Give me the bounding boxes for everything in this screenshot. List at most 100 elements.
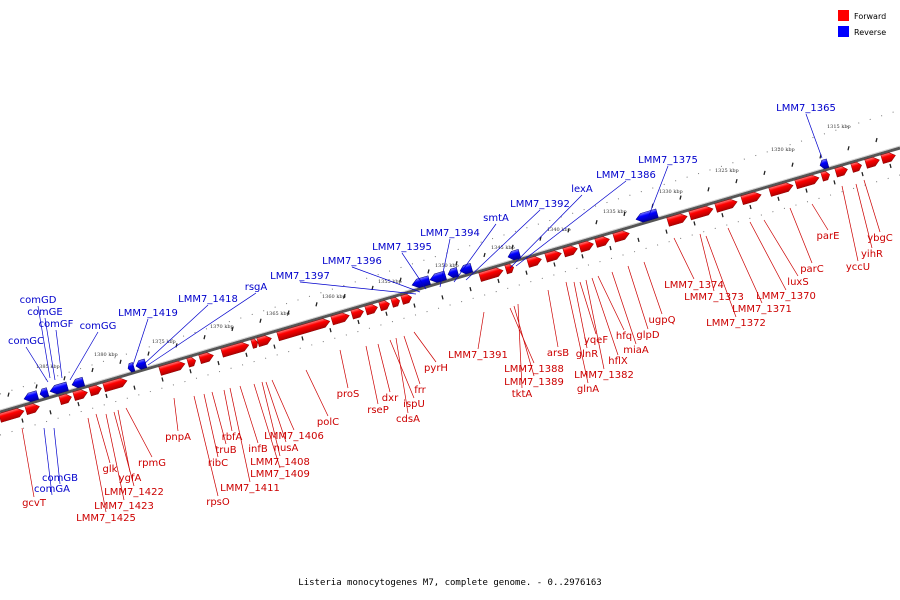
forward-gene-arrow[interactable]	[544, 249, 563, 263]
gene-label[interactable]: LMM7_1406	[264, 431, 324, 442]
forward-gene-arrow[interactable]	[72, 388, 89, 401]
gene-label[interactable]: yccU	[846, 262, 870, 273]
forward-gene-arrow[interactable]	[198, 351, 215, 364]
gene-label[interactable]: gcvT	[22, 498, 47, 509]
gene-label[interactable]: LMM7_1395	[372, 242, 432, 253]
gene-label[interactable]: yihR	[861, 249, 883, 260]
gene-label[interactable]: tktA	[512, 389, 533, 400]
gene-label[interactable]: LMM7_1422	[104, 487, 164, 498]
forward-gene-arrow[interactable]	[102, 376, 129, 393]
gene-label[interactable]: smtA	[483, 213, 509, 224]
gene-label[interactable]: arsB	[547, 348, 569, 359]
forward-gene-arrow[interactable]	[820, 170, 831, 182]
gene-label[interactable]: ugpQ	[649, 315, 676, 326]
forward-gene-arrow[interactable]	[562, 244, 579, 258]
gene-label[interactable]: LMM7_1370	[756, 291, 816, 302]
reverse-gene-arrow[interactable]	[819, 158, 830, 170]
reverse-gene-arrow[interactable]	[447, 267, 460, 279]
gene-label[interactable]: LMM7_1388	[504, 364, 564, 375]
gene-label[interactable]: LMM7_1382	[574, 370, 634, 381]
reverse-gene-arrow[interactable]	[39, 387, 50, 399]
gene-label[interactable]: rpmG	[138, 458, 166, 469]
forward-gene-arrow[interactable]	[578, 240, 595, 253]
forward-gene-arrow[interactable]	[186, 356, 197, 368]
gene-label[interactable]: LMM7_1373	[684, 292, 744, 303]
gene-label[interactable]: LMM7_1408	[250, 457, 310, 468]
gene-label[interactable]: LMM7_1411	[220, 483, 280, 494]
gene-label[interactable]: ybgC	[867, 233, 893, 244]
forward-gene-arrow[interactable]	[478, 266, 505, 282]
gene-label[interactable]: luxS	[787, 277, 808, 288]
gene-label[interactable]: comGB	[42, 473, 78, 484]
gene-label[interactable]: cdsA	[396, 414, 420, 425]
forward-gene-arrow[interactable]	[850, 161, 863, 173]
gene-label[interactable]: LMM7_1371	[732, 304, 792, 315]
forward-gene-arrow[interactable]	[740, 190, 763, 205]
gene-label[interactable]: LMM7_1397	[270, 271, 330, 282]
gene-label[interactable]: ribC	[208, 458, 228, 469]
gene-label[interactable]: LMM7_1365	[776, 103, 836, 114]
gene-label[interactable]: frr	[414, 385, 426, 396]
gene-label[interactable]: LMM7_1396	[322, 256, 382, 267]
gene-label[interactable]: parE	[817, 231, 840, 242]
gene-label[interactable]: comGF	[39, 319, 74, 330]
gene-label[interactable]: truB	[215, 445, 236, 456]
reverse-gene-arrow[interactable]	[71, 376, 86, 389]
forward-gene-arrow[interactable]	[714, 197, 739, 213]
gene-label[interactable]: polC	[317, 417, 339, 428]
gene-label[interactable]: hflX	[608, 356, 628, 367]
forward-gene-arrow[interactable]	[350, 307, 365, 320]
forward-gene-arrow[interactable]	[158, 359, 186, 376]
forward-gene-arrow[interactable]	[88, 384, 103, 397]
forward-gene-arrow[interactable]	[666, 212, 689, 227]
reverse-gene-arrow[interactable]	[49, 381, 69, 396]
forward-gene-arrow[interactable]	[400, 293, 413, 305]
forward-gene-arrow[interactable]	[794, 173, 821, 190]
gene-label[interactable]: pnpA	[165, 432, 191, 443]
forward-gene-arrow[interactable]	[864, 156, 881, 169]
gene-label[interactable]: rseP	[367, 405, 389, 416]
forward-gene-arrow[interactable]	[58, 393, 73, 406]
forward-gene-arrow[interactable]	[24, 402, 41, 416]
forward-gene-arrow[interactable]	[880, 151, 897, 164]
forward-gene-arrow[interactable]	[834, 165, 849, 178]
forward-gene-arrow[interactable]	[220, 341, 250, 358]
gene-label[interactable]: rsgA	[245, 282, 268, 293]
forward-gene-arrow[interactable]	[594, 235, 611, 248]
forward-gene-arrow[interactable]	[256, 334, 273, 347]
reverse-gene-arrow[interactable]	[507, 248, 522, 261]
gene-label[interactable]: comGA	[34, 484, 70, 495]
gene-label[interactable]: glnR	[576, 349, 598, 360]
gene-label[interactable]: LMM7_1375	[638, 155, 698, 166]
gene-label[interactable]: nusA	[274, 443, 299, 454]
gene-label[interactable]: LMM7_1374	[664, 280, 724, 291]
forward-gene-arrow[interactable]	[250, 338, 259, 349]
gene-label[interactable]: LMM7_1425	[76, 513, 136, 524]
gene-label[interactable]: LMM7_1389	[504, 377, 564, 388]
gene-label[interactable]: lexA	[571, 184, 593, 195]
forward-gene-arrow[interactable]	[526, 255, 543, 268]
gene-label[interactable]: glk	[103, 464, 118, 475]
gene-label[interactable]: ispU	[403, 399, 425, 410]
gene-label[interactable]: LMM7_1386	[596, 170, 656, 181]
gene-label[interactable]: hfq	[616, 331, 632, 342]
forward-gene-arrow[interactable]	[688, 205, 715, 221]
gene-label[interactable]: comGC	[8, 336, 44, 347]
reverse-gene-arrow[interactable]	[135, 358, 148, 370]
gene-label[interactable]: infB	[248, 444, 268, 455]
gene-label[interactable]: proS	[337, 389, 360, 400]
gene-label[interactable]: LMM7_1419	[118, 308, 178, 319]
gene-label[interactable]: LMM7_1392	[510, 199, 570, 210]
gene-label[interactable]: parC	[800, 264, 824, 275]
gene-label[interactable]: comGD	[20, 295, 57, 306]
gene-label[interactable]: LMM7_1372	[706, 318, 766, 329]
gene-label[interactable]: rbfA	[222, 432, 243, 443]
gene-label[interactable]: ygfA	[119, 473, 142, 484]
forward-gene-arrow[interactable]	[768, 181, 795, 197]
forward-gene-arrow[interactable]	[276, 317, 331, 342]
gene-label[interactable]: comGG	[80, 321, 117, 332]
gene-label[interactable]: glpD	[636, 330, 659, 341]
forward-gene-arrow[interactable]	[364, 303, 379, 316]
gene-label[interactable]: pyrH	[424, 363, 448, 374]
gene-label[interactable]: glnA	[577, 384, 599, 395]
